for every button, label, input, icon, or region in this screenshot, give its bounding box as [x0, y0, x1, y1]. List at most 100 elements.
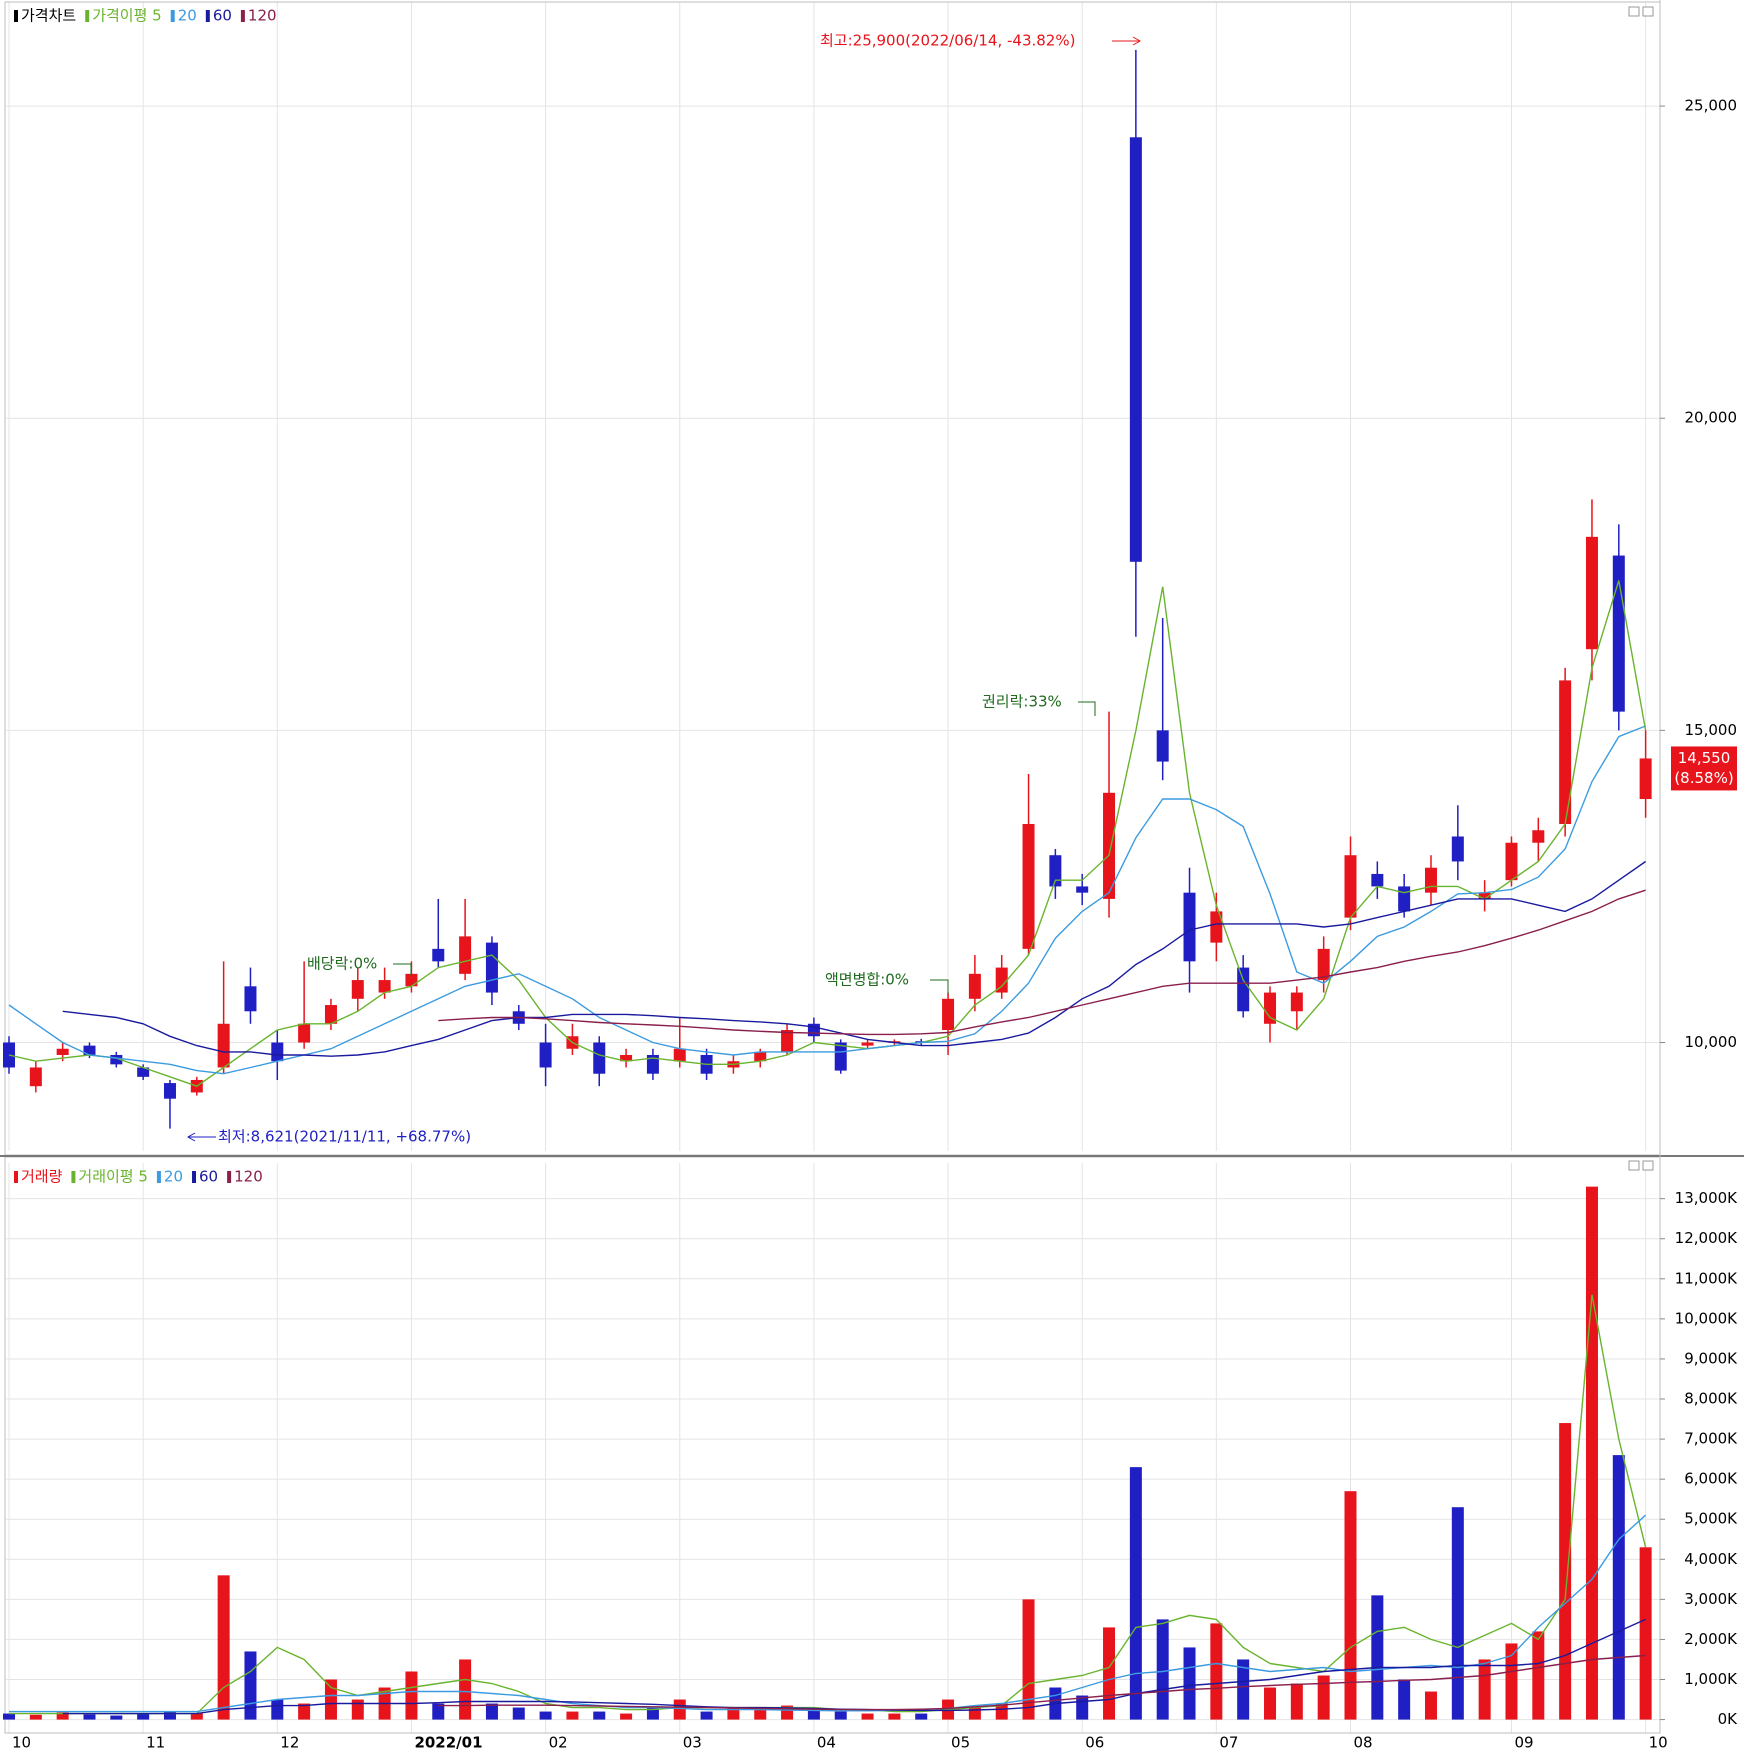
- volume-bar: [834, 1711, 847, 1720]
- candle-body: [861, 1042, 874, 1046]
- candle-body: [485, 942, 498, 993]
- volume-bar: [1076, 1695, 1089, 1720]
- window-buttons[interactable]: [1628, 6, 1654, 1171]
- legend-swatch: [14, 1171, 18, 1183]
- volume-bar: [217, 1575, 230, 1720]
- candle-body: [1049, 855, 1062, 887]
- candle-body: [1424, 867, 1437, 893]
- y-tick-label: 6,000K: [1684, 1470, 1738, 1488]
- legend-label: 20: [178, 7, 197, 25]
- volume-bar: [1103, 1627, 1116, 1720]
- annotation-arrowhead: [1132, 36, 1142, 46]
- legend-label: 60: [199, 1168, 218, 1186]
- candle-body: [459, 936, 472, 974]
- candle-body: [351, 980, 364, 999]
- candle-body: [1559, 680, 1572, 824]
- volume-bar: [432, 1703, 445, 1720]
- volume-bar: [861, 1713, 874, 1720]
- x-tick-label: 04: [817, 1734, 836, 1752]
- x-tick-label: 10: [12, 1734, 31, 1752]
- candle-body: [1317, 948, 1330, 981]
- volume-bar: [110, 1715, 123, 1720]
- y-tick-label: 4,000K: [1684, 1550, 1738, 1568]
- low-annotation: 최저:8,621(2021/11/11, +68.77%): [218, 1128, 471, 1146]
- legend-swatch: [170, 10, 175, 22]
- volume-bar: [1505, 1643, 1518, 1720]
- volume-bar: [485, 1703, 498, 1720]
- volume-bar: [1371, 1595, 1384, 1720]
- candle-body: [1103, 792, 1116, 899]
- volume-bar: [566, 1711, 579, 1720]
- volume-bar: [1532, 1631, 1545, 1720]
- volume-bar: [620, 1713, 633, 1720]
- y-tick-label: 1,000K: [1684, 1670, 1738, 1688]
- volume-bar: [1585, 1186, 1598, 1720]
- annotation-bracket: [930, 979, 949, 994]
- x-tick-label: 03: [683, 1734, 702, 1752]
- candle-body: [298, 1023, 311, 1043]
- event-annotation: 권리락:33%: [982, 693, 1062, 711]
- event-annotation: 액면병합:0%: [825, 971, 909, 989]
- volume-bar: [351, 1699, 364, 1720]
- candle-body: [1022, 823, 1035, 949]
- y-tick-label: 13,000K: [1675, 1189, 1738, 1207]
- minimize-button[interactable]: [1628, 6, 1640, 17]
- volume-bar: [1639, 1547, 1652, 1720]
- volume-bar: [1612, 1455, 1625, 1720]
- volume-bar: [1210, 1623, 1223, 1720]
- event-annotation: 배당락:0%: [307, 955, 377, 973]
- candle-body: [942, 998, 955, 1031]
- candle-body: [1478, 892, 1491, 899]
- volume-bar: [137, 1713, 150, 1720]
- x-tick-label: 05: [951, 1734, 970, 1752]
- volume-bar: [995, 1703, 1008, 1720]
- minimize-button[interactable]: [1628, 1160, 1640, 1171]
- annotation-bracket: [1078, 701, 1096, 716]
- legend-label: 60: [213, 7, 232, 25]
- candle-body: [1585, 536, 1598, 650]
- volume-bar: [888, 1713, 901, 1720]
- moving-average-line: [438, 1654, 1646, 1711]
- volume-bar: [1398, 1679, 1411, 1720]
- candle-body: [137, 1067, 150, 1077]
- volume-bar: [56, 1712, 69, 1720]
- volume-bar: [3, 1713, 15, 1720]
- candle-body: [1156, 730, 1169, 762]
- legend-label: 120: [234, 1168, 263, 1186]
- candle-body: [1505, 842, 1518, 881]
- candle-body: [1612, 555, 1625, 712]
- legend-swatch: [14, 10, 18, 22]
- volume-bar: [83, 1714, 96, 1720]
- candle-body: [432, 948, 445, 962]
- candle-body: [673, 1048, 686, 1062]
- candle-body: [217, 1023, 230, 1068]
- moving-average-line: [438, 889, 1646, 1036]
- x-tick-label: 08: [1354, 1734, 1373, 1752]
- candle-body: [620, 1054, 633, 1062]
- candle-body: [781, 1030, 794, 1052]
- volume-bar: [1451, 1507, 1464, 1720]
- candle-body: [1451, 836, 1464, 862]
- x-tick-label: 09: [1514, 1734, 1533, 1752]
- marks-layer: 10 11 12 2022/01 02 03 04 05 06 07 08 09 10 10,000 15,…: [3, 7, 1738, 1752]
- volume-bar: [700, 1711, 713, 1720]
- candle-body: [56, 1048, 69, 1055]
- y-tick-label: 9,000K: [1684, 1349, 1738, 1367]
- volume-bar: [1237, 1659, 1250, 1720]
- candle-body: [995, 967, 1008, 993]
- last-price-label: 14,550: [1678, 749, 1731, 767]
- y-tick-label: 5,000K: [1684, 1510, 1738, 1528]
- legend-label: 거래량: [21, 1168, 63, 1186]
- close-button[interactable]: [1642, 6, 1654, 17]
- candle-body: [1183, 892, 1196, 962]
- volume-bar: [1290, 1683, 1303, 1720]
- annotation-arrowhead: [186, 1132, 196, 1142]
- volume-bar: [1264, 1687, 1277, 1720]
- volume-bar: [163, 1711, 176, 1720]
- candle-body: [29, 1067, 42, 1087]
- candle-body: [1344, 855, 1357, 918]
- close-button[interactable]: [1642, 1160, 1654, 1171]
- moving-average-line: [9, 1514, 1647, 1713]
- y-tick-label: 10,000K: [1675, 1309, 1738, 1327]
